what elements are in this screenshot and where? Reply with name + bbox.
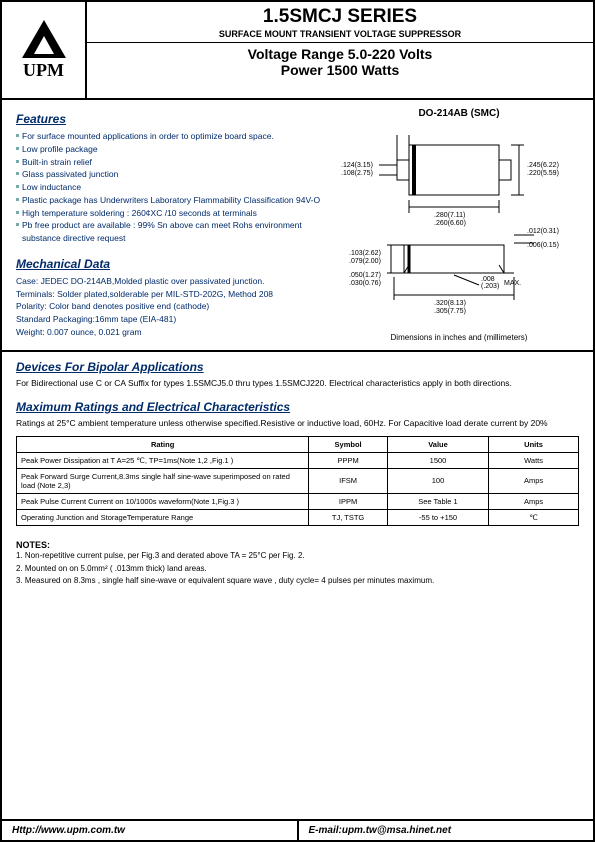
feature-item: Glass passivated junction: [16, 168, 329, 181]
svg-text:.050(1.27): .050(1.27): [349, 272, 381, 279]
mech-line: Polarity: Color band denotes positive en…: [16, 300, 329, 313]
svg-text:.006(0.15): .006(0.15): [527, 242, 559, 249]
cell: See Table 1: [387, 493, 488, 509]
svg-text:.220(5.59): .220(5.59): [527, 170, 559, 177]
mech-line: Weight: 0.007 ounce, 0.021 gram: [16, 326, 329, 339]
notes-title: NOTES:: [16, 540, 579, 550]
mech-line: Standard Packaging:16mm tape (EIA-481): [16, 313, 329, 326]
mech-line: Case: JEDEC DO-214AB,Molded plastic over…: [16, 275, 329, 288]
package-column: DO-214AB (SMC) .124(3.15) .108(2.75) .24…: [339, 108, 579, 342]
cell: Watts: [489, 452, 579, 468]
logo-cell: UPM: [2, 2, 87, 98]
svg-text:.103(2.62): .103(2.62): [349, 250, 381, 257]
series-subtitle: SURFACE MOUNT TRANSIENT VOLTAGE SUPPRESS…: [87, 29, 593, 39]
cell: IFSM: [309, 468, 388, 493]
package-title: DO-214AB (SMC): [339, 108, 579, 119]
top-section: Features For surface mounted application…: [16, 108, 579, 342]
note-item: 3. Measured on 8.3ms , single half sine-…: [16, 575, 579, 588]
note-item: 1. Non-repetitive current pulse, per Fig…: [16, 550, 579, 563]
cell: ℃: [489, 509, 579, 525]
note-item: 2. Mounted on on 5.0mm² ( .013mm thick) …: [16, 563, 579, 576]
svg-text:.124(3.15): .124(3.15): [341, 162, 373, 169]
table-row: Peak Forward Surge Current,8.3ms single …: [17, 468, 579, 493]
feature-item: Built-in strain relief: [16, 156, 329, 169]
title-divider: [87, 42, 593, 43]
svg-text:(.203): (.203): [481, 283, 499, 290]
features-list: For surface mounted applications in orde…: [16, 130, 329, 245]
cell: 100: [387, 468, 488, 493]
feature-item: Plastic package has Underwriters Laborat…: [16, 194, 329, 207]
feature-item: For surface mounted applications in orde…: [16, 130, 329, 143]
svg-text:.008: .008: [481, 276, 495, 283]
col-value: Value: [387, 436, 488, 452]
cell: Operating Junction and StorageTemperatur…: [17, 509, 309, 525]
col-units: Units: [489, 436, 579, 452]
mech-line: Terminals: Solder plated,solderable per …: [16, 288, 329, 301]
cell: PPPM: [309, 452, 388, 468]
cell: Amps: [489, 468, 579, 493]
section-divider: [2, 350, 593, 352]
dimension-caption: Dimensions in inches and (millimeters): [339, 333, 579, 342]
table-header-row: Rating Symbol Value Units: [17, 436, 579, 452]
logo-icon: [22, 20, 66, 58]
notes-list: 1. Non-repetitive current pulse, per Fig…: [16, 550, 579, 588]
table-row: Peak Pulse Current Current on 10/1000s w…: [17, 493, 579, 509]
svg-text:.245(6.22): .245(6.22): [527, 162, 559, 169]
feature-item: Pb free product are available : 99% Sn a…: [16, 219, 329, 245]
left-column: Features For surface mounted application…: [16, 108, 329, 342]
power-rating: Power 1500 Watts: [87, 62, 593, 78]
features-title: Features: [16, 112, 329, 126]
maxratings-text: Ratings at 25°C ambient temperature unle…: [16, 418, 579, 430]
maxratings-title: Maximum Ratings and Electrical Character…: [16, 400, 579, 414]
cell: -55 to +150: [387, 509, 488, 525]
cell: Amps: [489, 493, 579, 509]
bipolar-title: Devices For Bipolar Applications: [16, 360, 579, 374]
svg-text:MAX.: MAX.: [504, 280, 521, 287]
svg-text:.320(8.13): .320(8.13): [434, 300, 466, 307]
cell: 1500: [387, 452, 488, 468]
svg-text:.079(2.00): .079(2.00): [349, 258, 381, 265]
cell: Peak Forward Surge Current,8.3ms single …: [17, 468, 309, 493]
svg-text:.260(6.60): .260(6.60): [434, 220, 466, 227]
header-row: UPM 1.5SMCJ SERIES SURFACE MOUNT TRANSIE…: [2, 2, 593, 100]
cell: TJ, TSTG: [309, 509, 388, 525]
package-diagram: .124(3.15) .108(2.75) .245(6.22) .220(5.…: [339, 125, 569, 325]
feature-item: High temperature soldering : 260¢XC /10 …: [16, 207, 329, 220]
svg-text:.280(7.11): .280(7.11): [434, 212, 465, 219]
svg-text:.030(0.76): .030(0.76): [349, 280, 381, 287]
col-rating: Rating: [17, 436, 309, 452]
svg-text:.012(0.31): .012(0.31): [527, 228, 559, 235]
feature-item: Low inductance: [16, 181, 329, 194]
cell: Peak Power Dissipation at T A=25 ℃, TP=1…: [17, 452, 309, 468]
footer-email: E-mail:upm.tw@msa.hinet.net: [299, 821, 594, 840]
series-title: 1.5SMCJ SERIES: [87, 6, 593, 28]
bipolar-text: For Bidirectional use C or CA Suffix for…: [16, 378, 579, 390]
col-symbol: Symbol: [309, 436, 388, 452]
table-row: Operating Junction and StorageTemperatur…: [17, 509, 579, 525]
feature-item: Low profile package: [16, 143, 329, 156]
content: Features For surface mounted application…: [2, 100, 593, 588]
svg-text:.108(2.75): .108(2.75): [341, 170, 373, 177]
title-cell: 1.5SMCJ SERIES SURFACE MOUNT TRANSIENT V…: [87, 2, 593, 98]
table-row: Peak Power Dissipation at T A=25 ℃, TP=1…: [17, 452, 579, 468]
voltage-range: Voltage Range 5.0-220 Volts: [87, 46, 593, 62]
cell: IPPM: [309, 493, 388, 509]
logo-text: UPM: [23, 60, 64, 81]
ratings-table: Rating Symbol Value Units Peak Power Dis…: [16, 436, 579, 526]
svg-text:.305(7.75): .305(7.75): [434, 308, 466, 315]
mechanical-data: Case: JEDEC DO-214AB,Molded plastic over…: [16, 275, 329, 339]
footer: Http://www.upm.com.tw E-mail:upm.tw@msa.…: [2, 819, 593, 840]
footer-url: Http://www.upm.com.tw: [2, 821, 299, 840]
cell: Peak Pulse Current Current on 10/1000s w…: [17, 493, 309, 509]
mechanical-title: Mechanical Data: [16, 257, 329, 271]
